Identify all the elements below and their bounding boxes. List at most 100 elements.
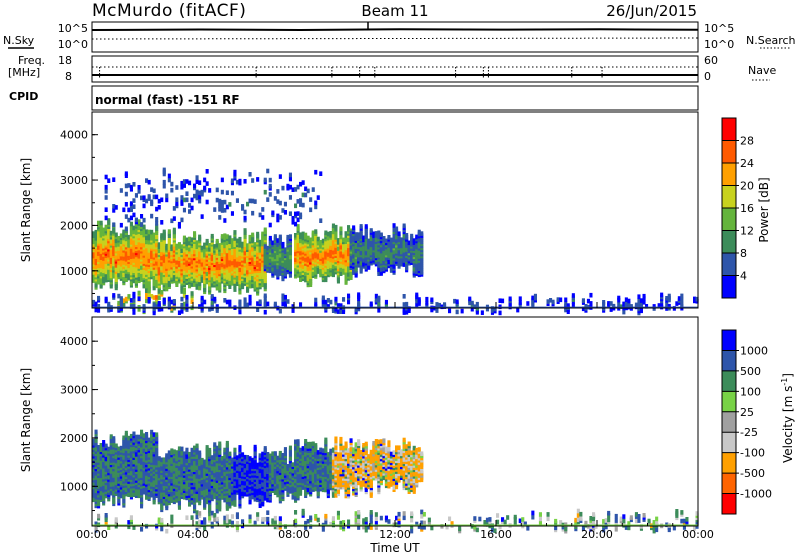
power-cell: [609, 307, 613, 312]
power-cell: [311, 230, 315, 236]
power-cell: [228, 235, 232, 240]
power-cell: [329, 231, 333, 236]
power-cell: [296, 199, 300, 204]
power-cell: [276, 213, 280, 219]
velocity-cell: [162, 457, 166, 462]
power-cell: [299, 212, 303, 218]
power-cell: [549, 298, 553, 303]
power-cell: [180, 180, 184, 186]
power-cell: [448, 308, 452, 314]
beam-title: Beam 11: [361, 2, 428, 20]
power-cell: [238, 299, 242, 305]
power-cell: [564, 301, 568, 307]
power-cell: [193, 231, 197, 236]
power-cell: [92, 231, 96, 236]
power-cell: [220, 189, 224, 195]
power-cell: [157, 295, 161, 300]
power-cell: [145, 198, 149, 204]
power-cell: [228, 202, 232, 207]
velocity-cell: [140, 429, 144, 435]
power-cell: [372, 231, 376, 237]
power-cell: [624, 301, 628, 307]
power-cell: [301, 192, 305, 198]
power-cell: [253, 199, 257, 204]
power-cell: [208, 188, 212, 193]
power-cell: [157, 242, 161, 247]
power-cell: [129, 184, 133, 190]
nsearch-label: N.Search: [746, 34, 796, 47]
power-cell: [215, 304, 219, 309]
power-heatmap: [92, 167, 699, 316]
power-cell: [342, 297, 346, 302]
power-cell: [220, 234, 224, 239]
power-cell: [132, 198, 136, 203]
power-cell: [200, 245, 204, 251]
power-cell: [152, 194, 156, 200]
power-cell: [667, 293, 671, 299]
power-cell: [203, 185, 207, 191]
power-cell: [369, 228, 373, 233]
power-ytick-label: 2000: [60, 219, 88, 232]
power-cell: [188, 209, 192, 214]
power-cell: [129, 201, 133, 206]
power-cell: [309, 207, 313, 213]
power-cell: [639, 298, 643, 303]
power-cell: [94, 301, 98, 307]
power-cell: [402, 302, 406, 307]
power-cell: [104, 195, 108, 200]
velocity-cell: [175, 450, 179, 455]
power-cell: [107, 218, 111, 223]
power-cell: [109, 230, 113, 236]
power-cell: [306, 235, 310, 241]
velocity-cell: [198, 450, 202, 456]
power-cell: [301, 202, 305, 208]
power-colorbar-label-tick: 12: [740, 225, 754, 238]
power-cell: [695, 296, 699, 302]
power-cell: [104, 296, 108, 302]
power-cell: [129, 221, 133, 227]
nave-tick-top: 60: [704, 54, 718, 67]
power-cell: [182, 207, 186, 213]
power-cell: [336, 309, 340, 314]
power-cell: [104, 207, 108, 212]
power-cell: [405, 310, 409, 315]
power-cell: [354, 232, 358, 237]
power-cell: [321, 295, 325, 301]
power-cell: [660, 292, 664, 298]
power-cell: [288, 195, 292, 200]
power-cell: [680, 301, 684, 307]
power-cell: [311, 187, 315, 192]
date-title: 26/Jun/2015: [606, 2, 697, 20]
power-cell: [344, 231, 348, 236]
power-cell: [213, 207, 217, 212]
power-cell: [518, 300, 522, 305]
power-cell: [261, 207, 265, 212]
power-cell: [271, 240, 275, 246]
power-cell: [405, 233, 409, 238]
power-cell: [334, 224, 338, 230]
power-cell: [256, 231, 260, 237]
power-cell: [225, 190, 229, 195]
power-cell: [283, 301, 287, 306]
velocity-cell: [94, 429, 98, 435]
velocity-cell: [170, 448, 174, 453]
power-cell: [182, 301, 186, 307]
velocity-cell: [160, 457, 164, 463]
power-cell: [680, 293, 684, 299]
power-cell: [200, 214, 204, 219]
power-cell: [347, 299, 351, 305]
power-cell: [498, 298, 502, 303]
power-cell: [145, 292, 149, 298]
power-cell: [645, 304, 649, 309]
power-cell: [316, 236, 320, 242]
power-cell: [266, 301, 270, 307]
power-cell: [137, 296, 141, 301]
power-cell: [531, 295, 535, 301]
power-cell: [609, 301, 613, 306]
power-cell: [319, 171, 323, 176]
power-cell: [395, 226, 399, 232]
power-cell: [188, 180, 192, 186]
velocity-cell: [145, 432, 149, 437]
cpid-text: normal (fast) -151 RF: [95, 93, 240, 107]
power-cell: [468, 296, 472, 302]
